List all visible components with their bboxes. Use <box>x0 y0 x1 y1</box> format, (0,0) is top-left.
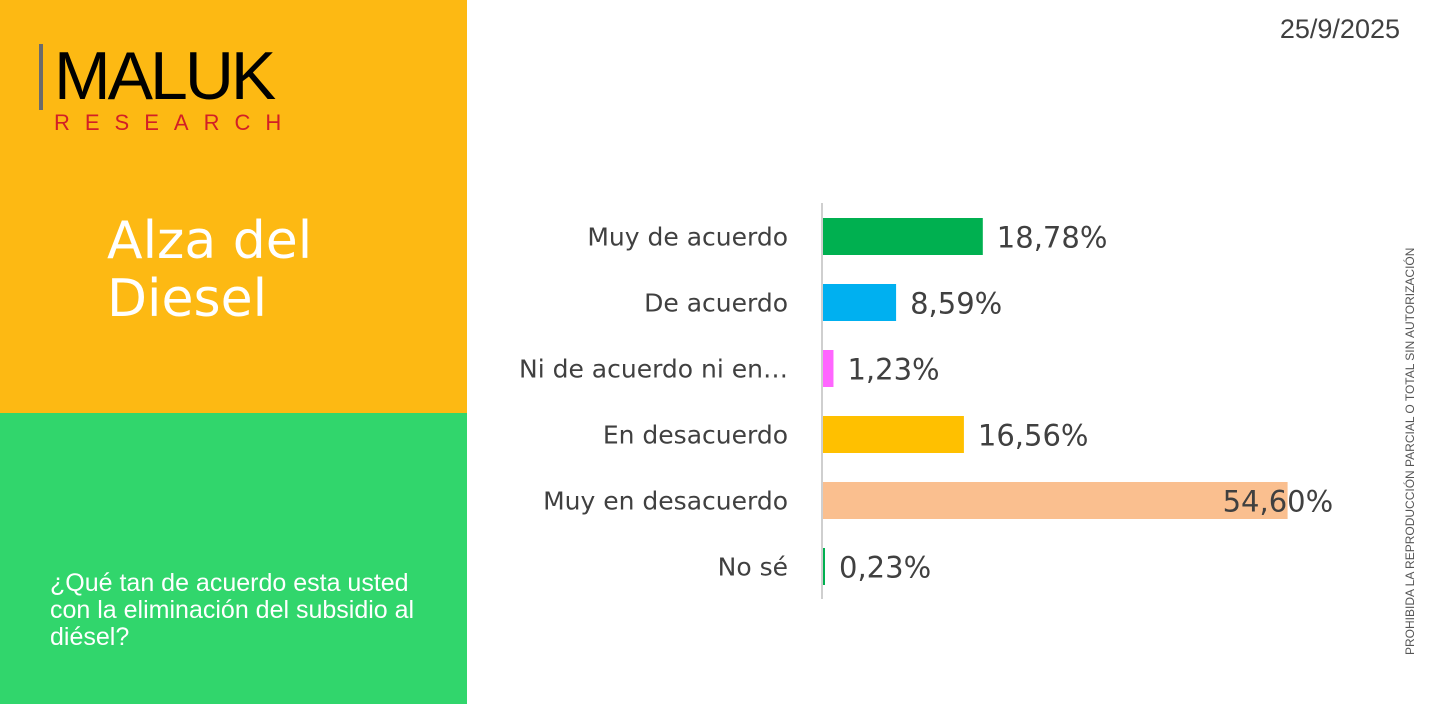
bar <box>823 218 983 255</box>
title-panel <box>0 0 467 413</box>
value-label: 8,59% <box>910 287 1002 321</box>
bar <box>823 416 964 453</box>
category-label: Muy de acuerdo <box>587 223 788 252</box>
bar <box>823 482 1288 519</box>
maluk-logo: MALUK RESEARCH <box>38 36 318 146</box>
category-label: Muy en desacuerdo <box>543 487 788 516</box>
bar <box>823 284 897 321</box>
bar <box>823 350 834 387</box>
category-label: De acuerdo <box>644 289 788 318</box>
category-label: No sé <box>718 553 788 582</box>
value-label: 1,23% <box>847 353 939 387</box>
logo-name: MALUK <box>54 38 276 114</box>
report-date: 25/9/2025 <box>1279 14 1400 44</box>
question-panel <box>0 413 467 704</box>
category-label: En desacuerdo <box>603 421 788 450</box>
logo-subtitle: RESEARCH <box>54 110 297 135</box>
logo-bar <box>39 44 43 110</box>
value-label: 0,23% <box>839 551 931 585</box>
value-label: 16,56% <box>978 419 1089 453</box>
section-title: Alza del Diesel <box>107 211 313 329</box>
bar <box>823 548 825 585</box>
value-label: 54,60% <box>1223 485 1334 519</box>
category-label: Ni de acuerdo ni en… <box>519 355 788 384</box>
agreement-bar-chart: Muy de acuerdo 18,78% De acuerdo 8,59% Ni de… <box>470 195 1370 610</box>
chart-svg: Muy de acuerdo 18,78% De acuerdo 8,59% Ni de… <box>519 203 1334 599</box>
survey-question: ¿Qué tan de acuerdo esta usted con la el… <box>50 569 415 651</box>
value-label: 18,78% <box>997 221 1108 255</box>
copyright-notice: PROHIBIDA LA REPRODUCCIÓN PARCIAL O TOTA… <box>1403 247 1417 655</box>
